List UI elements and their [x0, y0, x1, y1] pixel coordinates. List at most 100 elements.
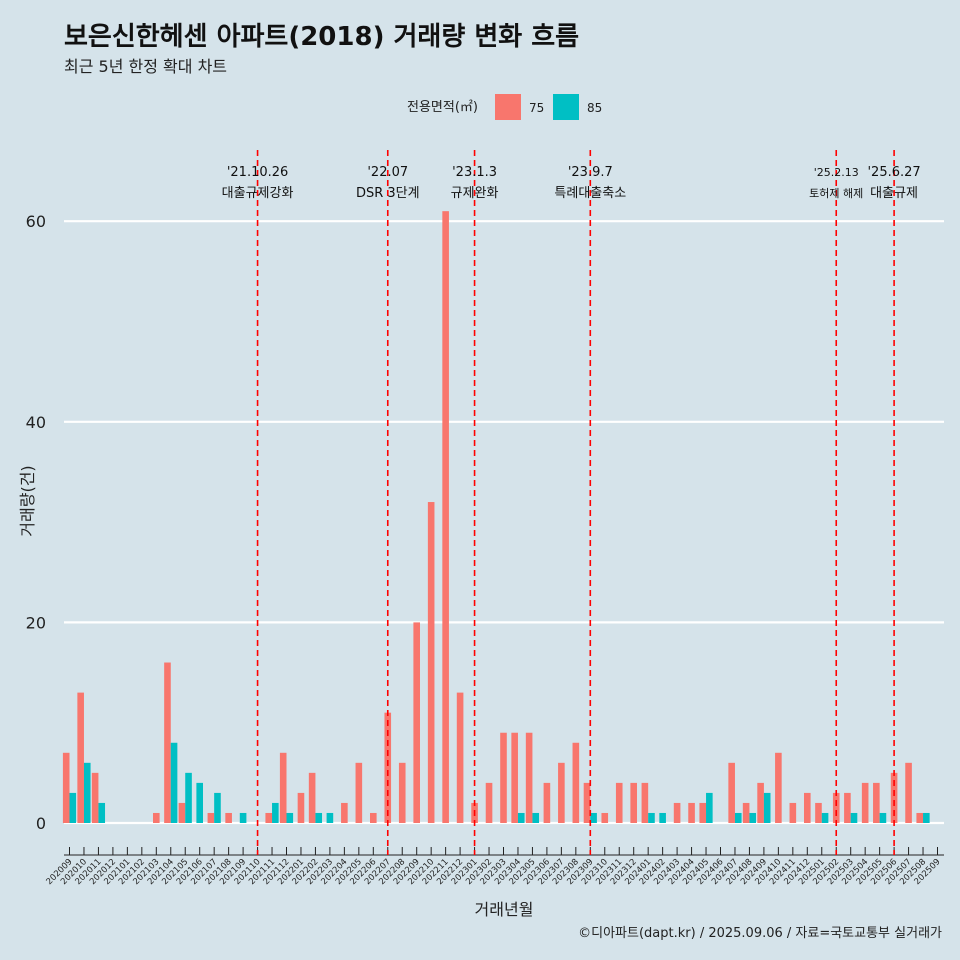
legend-label-75: 75: [529, 101, 544, 115]
bar-85: [532, 812, 540, 823]
bar-75: [279, 752, 287, 823]
bar-75: [905, 762, 912, 823]
y-tick-label: 60: [26, 212, 46, 231]
y-tick-label: 0: [36, 814, 46, 833]
event-date: '23.9.7: [568, 165, 613, 180]
bar-75: [861, 782, 869, 823]
bar-85: [98, 802, 106, 823]
bar-85: [734, 812, 742, 823]
y-tick-label: 40: [26, 413, 46, 432]
event-label: 특례대출축소: [554, 186, 626, 201]
bar-85: [69, 792, 77, 823]
y-axis-title: 거래량(건): [18, 465, 37, 536]
bar-75: [384, 712, 392, 823]
y-tick-label: 20: [26, 613, 46, 632]
bar-75: [525, 732, 533, 823]
bar-85: [170, 742, 178, 823]
bar-75: [153, 812, 160, 823]
bar-85: [850, 812, 858, 823]
bar-85: [923, 812, 930, 823]
bar-75: [873, 782, 880, 823]
legend-title: 전용면적(㎡): [407, 100, 478, 115]
bar-75: [207, 812, 215, 823]
chart-title: 보은신한헤센 아파트(2018) 거래량 변화 흐름: [64, 22, 580, 52]
bar-75: [297, 792, 305, 823]
bar-75: [615, 782, 623, 823]
event-date: '22.07: [367, 165, 408, 180]
bar-75: [398, 762, 406, 823]
legend-swatch-75: [495, 94, 521, 120]
bar-85: [326, 812, 334, 823]
bar-85: [648, 812, 655, 823]
event-label: 규제완화: [451, 186, 499, 201]
bar-75: [815, 802, 822, 823]
bar-75: [789, 802, 797, 823]
bar-75: [511, 732, 518, 823]
bar-75: [601, 812, 609, 823]
bar-75: [558, 762, 565, 823]
bar-75: [673, 802, 681, 823]
bar-85: [214, 792, 221, 823]
bar-75: [442, 211, 449, 824]
bar-75: [265, 812, 273, 823]
bar-75: [832, 792, 840, 823]
bar-75: [757, 782, 764, 823]
bar-75: [543, 782, 551, 823]
bar-85: [706, 792, 713, 823]
bar-75: [485, 782, 493, 823]
event-label: 대출규제: [870, 186, 918, 201]
event-date: '25.2.13: [814, 166, 859, 179]
event-date: '25.6.27: [867, 165, 920, 180]
legend-label-85: 85: [587, 101, 602, 115]
bar-75: [62, 752, 70, 823]
bar-75: [583, 782, 591, 823]
bar-75: [178, 802, 186, 823]
event-label: 토허제 해제: [809, 186, 863, 200]
bar-75: [164, 662, 171, 823]
bar-75: [341, 802, 348, 823]
bar-75: [641, 782, 649, 823]
bar-75: [427, 502, 435, 823]
bar-85: [590, 812, 597, 823]
bar-85: [83, 762, 91, 823]
bar-75: [630, 782, 637, 823]
bar-85: [315, 812, 323, 823]
bar-85: [763, 792, 771, 823]
bar-75: [225, 812, 232, 823]
bar-75: [77, 692, 84, 823]
bar-75: [688, 802, 695, 823]
bar-85: [879, 812, 887, 823]
bar-75: [572, 742, 580, 823]
bar-85: [286, 812, 294, 823]
event-label: 대출규제강화: [222, 186, 294, 201]
bar-75: [500, 732, 507, 823]
event-date: '23.1.3: [452, 165, 497, 180]
bar-75: [413, 622, 420, 823]
bar-75: [742, 802, 750, 823]
bar-75: [91, 772, 99, 823]
bar-75: [890, 772, 898, 823]
x-axis-title: 거래년월: [475, 900, 534, 919]
event-date: '21.10.26: [227, 165, 288, 180]
source-caption: ©디아파트(dapt.kr) / 2025.09.06 / 자료=국토교통부 실…: [578, 926, 942, 941]
chart-subtitle: 최근 5년 한정 확대 차트: [64, 57, 228, 76]
bar-75: [370, 812, 377, 823]
bar-75: [456, 692, 464, 823]
bar-75: [844, 792, 851, 823]
bar-85: [517, 812, 525, 823]
event-label: DSR 3단계: [356, 186, 420, 201]
bar-75: [355, 762, 363, 823]
bar-85: [821, 812, 829, 823]
bar-85: [749, 812, 757, 823]
bar-85: [239, 812, 247, 823]
bar-85: [185, 772, 192, 823]
bar-85: [659, 812, 666, 823]
legend-swatch-85: [553, 94, 579, 120]
bar-85: [272, 802, 279, 823]
bar-75: [699, 802, 707, 823]
bar-75: [804, 792, 811, 823]
bar-75: [775, 752, 782, 823]
bar-75: [916, 812, 924, 823]
bar-75: [728, 762, 735, 823]
